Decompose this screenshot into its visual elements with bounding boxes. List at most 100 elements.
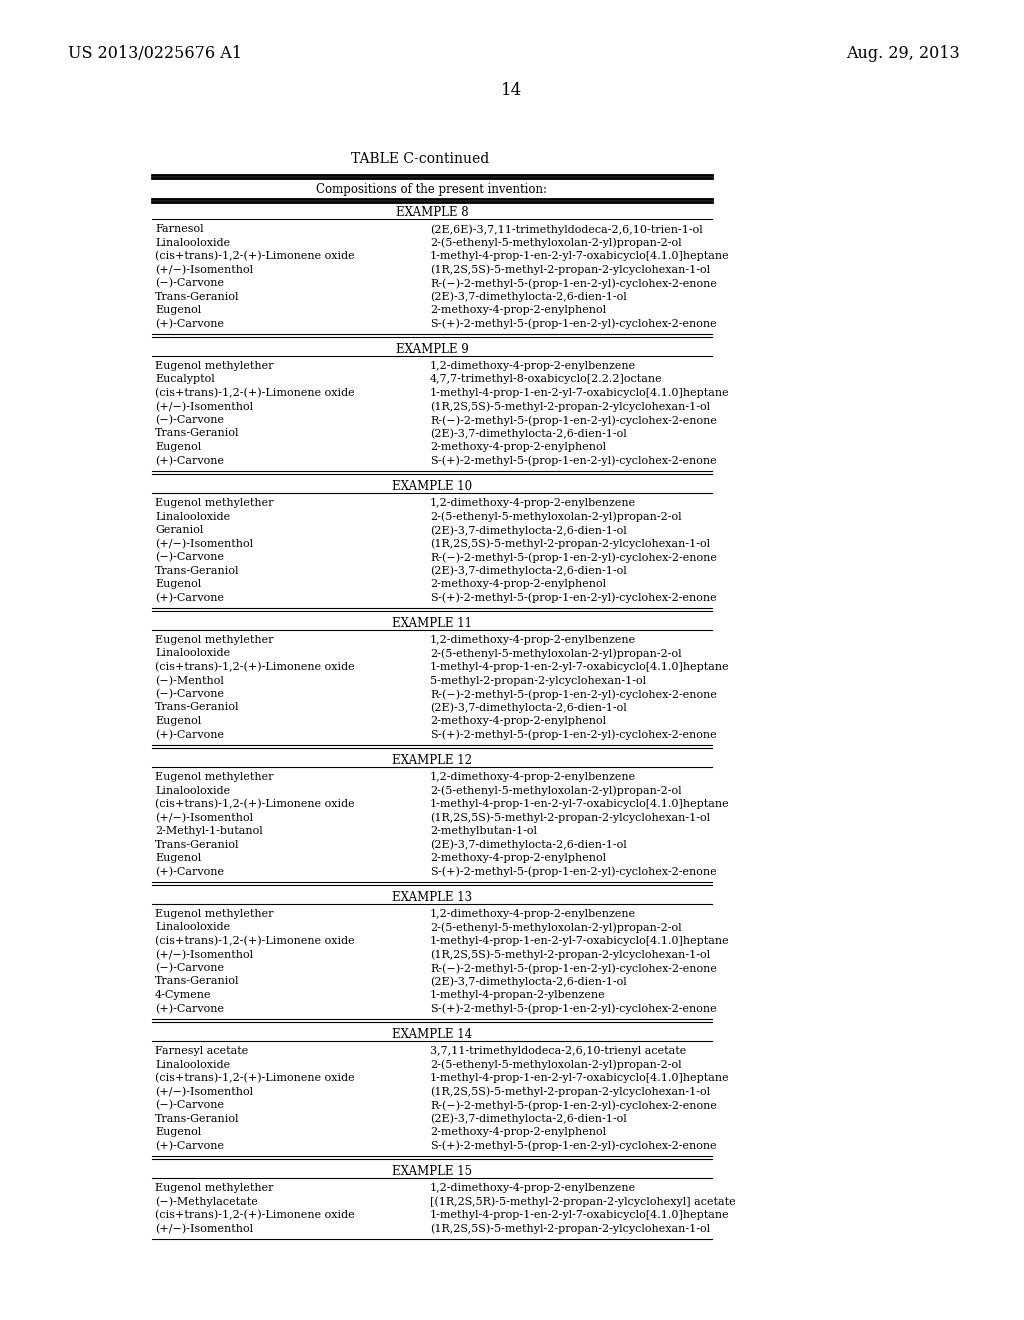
Text: EXAMPLE 8: EXAMPLE 8 <box>395 206 468 219</box>
Text: EXAMPLE 11: EXAMPLE 11 <box>392 616 472 630</box>
Text: Trans-Geraniol: Trans-Geraniol <box>155 702 240 713</box>
Text: (1R,2S,5S)-5-methyl-2-propan-2-ylcyclohexan-1-ol: (1R,2S,5S)-5-methyl-2-propan-2-ylcyclohe… <box>430 401 710 412</box>
Text: 2-methoxy-4-prop-2-enylphenol: 2-methoxy-4-prop-2-enylphenol <box>430 442 606 451</box>
Text: Eugenol methylether: Eugenol methylether <box>155 498 273 508</box>
Text: (+/−)-Isomenthol: (+/−)-Isomenthol <box>155 813 253 822</box>
Text: 1,2-dimethoxy-4-prop-2-enylbenzene: 1,2-dimethoxy-4-prop-2-enylbenzene <box>430 1183 636 1193</box>
Text: Trans-Geraniol: Trans-Geraniol <box>155 565 240 576</box>
Text: Eugenol methylether: Eugenol methylether <box>155 909 273 919</box>
Text: TABLE C-continued: TABLE C-continued <box>351 152 489 166</box>
Text: 3,7,11-trimethyldodeca-2,6,10-trienyl acetate: 3,7,11-trimethyldodeca-2,6,10-trienyl ac… <box>430 1045 686 1056</box>
Text: R-(−)-2-methyl-5-(prop-1-en-2-yl)-cyclohex-2-enone: R-(−)-2-methyl-5-(prop-1-en-2-yl)-cycloh… <box>430 964 717 974</box>
Text: 1-methyl-4-prop-1-en-2-yl-7-oxabicyclo[4.1.0]heptane: 1-methyl-4-prop-1-en-2-yl-7-oxabicyclo[4… <box>430 1210 730 1220</box>
Text: Eucalyptol: Eucalyptol <box>155 375 215 384</box>
Text: 2-methoxy-4-prop-2-enylphenol: 2-methoxy-4-prop-2-enylphenol <box>430 853 606 863</box>
Text: (cis+trans)-1,2-(+)-Limonene oxide: (cis+trans)-1,2-(+)-Limonene oxide <box>155 799 354 809</box>
Text: (2E)-3,7-dimethylocta-2,6-dien-1-ol: (2E)-3,7-dimethylocta-2,6-dien-1-ol <box>430 565 627 576</box>
Text: (2E)-3,7-dimethylocta-2,6-dien-1-ol: (2E)-3,7-dimethylocta-2,6-dien-1-ol <box>430 702 627 713</box>
Text: (2E,6E)-3,7,11-trimethyldodeca-2,6,10-trien-1-ol: (2E,6E)-3,7,11-trimethyldodeca-2,6,10-tr… <box>430 224 702 235</box>
Text: EXAMPLE 9: EXAMPLE 9 <box>395 343 468 356</box>
Text: (1R,2S,5S)-5-methyl-2-propan-2-ylcyclohexan-1-ol: (1R,2S,5S)-5-methyl-2-propan-2-ylcyclohe… <box>430 539 710 549</box>
Text: (+/−)-Isomenthol: (+/−)-Isomenthol <box>155 949 253 960</box>
Text: Geraniol: Geraniol <box>155 525 204 535</box>
Text: R-(−)-2-methyl-5-(prop-1-en-2-yl)-cyclohex-2-enone: R-(−)-2-methyl-5-(prop-1-en-2-yl)-cycloh… <box>430 552 717 562</box>
Text: Linalooloxide: Linalooloxide <box>155 238 230 248</box>
Text: S-(+)-2-methyl-5-(prop-1-en-2-yl)-cyclohex-2-enone: S-(+)-2-methyl-5-(prop-1-en-2-yl)-cycloh… <box>430 455 717 466</box>
Text: 1,2-dimethoxy-4-prop-2-enylbenzene: 1,2-dimethoxy-4-prop-2-enylbenzene <box>430 772 636 781</box>
Text: R-(−)-2-methyl-5-(prop-1-en-2-yl)-cyclohex-2-enone: R-(−)-2-methyl-5-(prop-1-en-2-yl)-cycloh… <box>430 689 717 700</box>
Text: 1,2-dimethoxy-4-prop-2-enylbenzene: 1,2-dimethoxy-4-prop-2-enylbenzene <box>430 909 636 919</box>
Text: Farnesol: Farnesol <box>155 224 204 234</box>
Text: (1R,2S,5S)-5-methyl-2-propan-2-ylcyclohexan-1-ol: (1R,2S,5S)-5-methyl-2-propan-2-ylcyclohe… <box>430 949 710 960</box>
Text: Linalooloxide: Linalooloxide <box>155 1060 230 1069</box>
Text: Farnesyl acetate: Farnesyl acetate <box>155 1045 248 1056</box>
Text: 1-methyl-4-prop-1-en-2-yl-7-oxabicyclo[4.1.0]heptane: 1-methyl-4-prop-1-en-2-yl-7-oxabicyclo[4… <box>430 251 730 261</box>
Text: 2-methylbutan-1-ol: 2-methylbutan-1-ol <box>430 826 537 836</box>
Text: (1R,2S,5S)-5-methyl-2-propan-2-ylcyclohexan-1-ol: (1R,2S,5S)-5-methyl-2-propan-2-ylcyclohe… <box>430 264 710 275</box>
Text: R-(−)-2-methyl-5-(prop-1-en-2-yl)-cyclohex-2-enone: R-(−)-2-methyl-5-(prop-1-en-2-yl)-cycloh… <box>430 414 717 425</box>
Text: EXAMPLE 13: EXAMPLE 13 <box>392 891 472 904</box>
Text: (+)-Carvone: (+)-Carvone <box>155 318 224 329</box>
Text: (cis+trans)-1,2-(+)-Limonene oxide: (cis+trans)-1,2-(+)-Limonene oxide <box>155 936 354 946</box>
Text: 2-Methyl-1-butanol: 2-Methyl-1-butanol <box>155 826 263 836</box>
Text: Eugenol: Eugenol <box>155 442 202 451</box>
Text: 2-(5-ethenyl-5-methyloxolan-2-yl)propan-2-ol: 2-(5-ethenyl-5-methyloxolan-2-yl)propan-… <box>430 923 682 933</box>
Text: 1-methyl-4-prop-1-en-2-yl-7-oxabicyclo[4.1.0]heptane: 1-methyl-4-prop-1-en-2-yl-7-oxabicyclo[4… <box>430 388 730 399</box>
Text: (2E)-3,7-dimethylocta-2,6-dien-1-ol: (2E)-3,7-dimethylocta-2,6-dien-1-ol <box>430 525 627 536</box>
Text: EXAMPLE 10: EXAMPLE 10 <box>392 480 472 492</box>
Text: S-(+)-2-methyl-5-(prop-1-en-2-yl)-cyclohex-2-enone: S-(+)-2-methyl-5-(prop-1-en-2-yl)-cycloh… <box>430 866 717 876</box>
Text: (cis+trans)-1,2-(+)-Limonene oxide: (cis+trans)-1,2-(+)-Limonene oxide <box>155 1073 354 1084</box>
Text: 1-methyl-4-prop-1-en-2-yl-7-oxabicyclo[4.1.0]heptane: 1-methyl-4-prop-1-en-2-yl-7-oxabicyclo[4… <box>430 663 730 672</box>
Text: 1,2-dimethoxy-4-prop-2-enylbenzene: 1,2-dimethoxy-4-prop-2-enylbenzene <box>430 360 636 371</box>
Text: (1R,2S,5S)-5-methyl-2-propan-2-ylcyclohexan-1-ol: (1R,2S,5S)-5-methyl-2-propan-2-ylcyclohe… <box>430 813 710 824</box>
Text: (2E)-3,7-dimethylocta-2,6-dien-1-ol: (2E)-3,7-dimethylocta-2,6-dien-1-ol <box>430 977 627 987</box>
Text: (2E)-3,7-dimethylocta-2,6-dien-1-ol: (2E)-3,7-dimethylocta-2,6-dien-1-ol <box>430 1114 627 1125</box>
Text: 2-methoxy-4-prop-2-enylphenol: 2-methoxy-4-prop-2-enylphenol <box>430 579 606 589</box>
Text: (+)-Carvone: (+)-Carvone <box>155 730 224 739</box>
Text: (−)-Menthol: (−)-Menthol <box>155 676 224 686</box>
Text: Linalooloxide: Linalooloxide <box>155 648 230 659</box>
Text: Eugenol methylether: Eugenol methylether <box>155 635 273 645</box>
Text: (+/−)-Isomenthol: (+/−)-Isomenthol <box>155 264 253 275</box>
Text: S-(+)-2-methyl-5-(prop-1-en-2-yl)-cyclohex-2-enone: S-(+)-2-methyl-5-(prop-1-en-2-yl)-cycloh… <box>430 1003 717 1014</box>
Text: Eugenol: Eugenol <box>155 1127 202 1137</box>
Text: 2-(5-ethenyl-5-methyloxolan-2-yl)propan-2-ol: 2-(5-ethenyl-5-methyloxolan-2-yl)propan-… <box>430 785 682 796</box>
Text: Eugenol: Eugenol <box>155 305 202 315</box>
Text: 1,2-dimethoxy-4-prop-2-enylbenzene: 1,2-dimethoxy-4-prop-2-enylbenzene <box>430 635 636 645</box>
Text: Trans-Geraniol: Trans-Geraniol <box>155 977 240 986</box>
Text: Eugenol: Eugenol <box>155 715 202 726</box>
Text: 2-(5-ethenyl-5-methyloxolan-2-yl)propan-2-ol: 2-(5-ethenyl-5-methyloxolan-2-yl)propan-… <box>430 511 682 523</box>
Text: (+)-Carvone: (+)-Carvone <box>155 1003 224 1014</box>
Text: (−)-Carvone: (−)-Carvone <box>155 964 224 973</box>
Text: (cis+trans)-1,2-(+)-Limonene oxide: (cis+trans)-1,2-(+)-Limonene oxide <box>155 251 354 261</box>
Text: (+/−)-Isomenthol: (+/−)-Isomenthol <box>155 401 253 412</box>
Text: 2-methoxy-4-prop-2-enylphenol: 2-methoxy-4-prop-2-enylphenol <box>430 715 606 726</box>
Text: (+)-Carvone: (+)-Carvone <box>155 1140 224 1151</box>
Text: Compositions of the present invention:: Compositions of the present invention: <box>316 183 548 195</box>
Text: R-(−)-2-methyl-5-(prop-1-en-2-yl)-cyclohex-2-enone: R-(−)-2-methyl-5-(prop-1-en-2-yl)-cycloh… <box>430 1100 717 1110</box>
Text: (1R,2S,5S)-5-methyl-2-propan-2-ylcyclohexan-1-ol: (1R,2S,5S)-5-methyl-2-propan-2-ylcyclohe… <box>430 1086 710 1097</box>
Text: Eugenol methylether: Eugenol methylether <box>155 772 273 781</box>
Text: 4,7,7-trimethyl-8-oxabicyclo[2.2.2]octane: 4,7,7-trimethyl-8-oxabicyclo[2.2.2]octan… <box>430 375 663 384</box>
Text: 14: 14 <box>502 82 522 99</box>
Text: (2E)-3,7-dimethylocta-2,6-dien-1-ol: (2E)-3,7-dimethylocta-2,6-dien-1-ol <box>430 840 627 850</box>
Text: 2-methoxy-4-prop-2-enylphenol: 2-methoxy-4-prop-2-enylphenol <box>430 1127 606 1137</box>
Text: EXAMPLE 12: EXAMPLE 12 <box>392 754 472 767</box>
Text: (−)-Carvone: (−)-Carvone <box>155 1100 224 1110</box>
Text: US 2013/0225676 A1: US 2013/0225676 A1 <box>68 45 242 62</box>
Text: S-(+)-2-methyl-5-(prop-1-en-2-yl)-cyclohex-2-enone: S-(+)-2-methyl-5-(prop-1-en-2-yl)-cycloh… <box>430 730 717 741</box>
Text: (+)-Carvone: (+)-Carvone <box>155 593 224 603</box>
Text: [(1R,2S,5R)-5-methyl-2-propan-2-ylcyclohexyl] acetate: [(1R,2S,5R)-5-methyl-2-propan-2-ylcycloh… <box>430 1196 735 1206</box>
Text: (+)-Carvone: (+)-Carvone <box>155 866 224 876</box>
Text: (1R,2S,5S)-5-methyl-2-propan-2-ylcyclohexan-1-ol: (1R,2S,5S)-5-methyl-2-propan-2-ylcyclohe… <box>430 1224 710 1234</box>
Text: (−)-Carvone: (−)-Carvone <box>155 689 224 700</box>
Text: Eugenol: Eugenol <box>155 579 202 589</box>
Text: EXAMPLE 15: EXAMPLE 15 <box>392 1166 472 1177</box>
Text: 1-methyl-4-propan-2-ylbenzene: 1-methyl-4-propan-2-ylbenzene <box>430 990 605 1001</box>
Text: 2-(5-ethenyl-5-methyloxolan-2-yl)propan-2-ol: 2-(5-ethenyl-5-methyloxolan-2-yl)propan-… <box>430 238 682 248</box>
Text: Linalooloxide: Linalooloxide <box>155 785 230 796</box>
Text: Eugenol methylether: Eugenol methylether <box>155 360 273 371</box>
Text: (−)-Methylacetate: (−)-Methylacetate <box>155 1196 258 1206</box>
Text: 5-methyl-2-propan-2-ylcyclohexan-1-ol: 5-methyl-2-propan-2-ylcyclohexan-1-ol <box>430 676 646 685</box>
Text: (−)-Carvone: (−)-Carvone <box>155 552 224 562</box>
